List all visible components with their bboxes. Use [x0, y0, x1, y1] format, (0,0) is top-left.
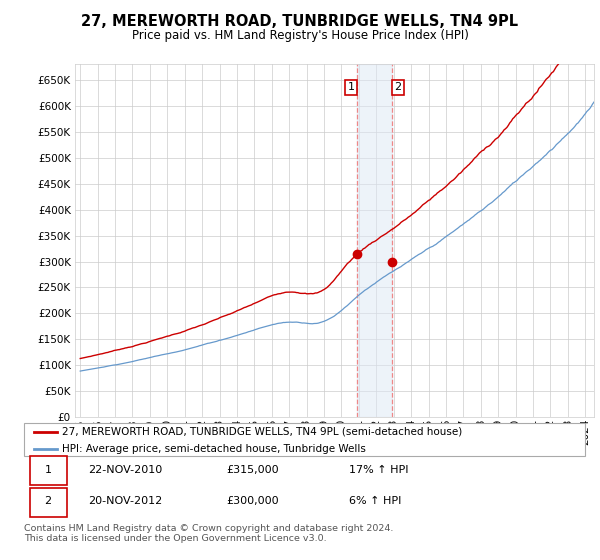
- Text: 27, MEREWORTH ROAD, TUNBRIDGE WELLS, TN4 9PL (semi-detached house): 27, MEREWORTH ROAD, TUNBRIDGE WELLS, TN4…: [62, 427, 463, 437]
- Text: £315,000: £315,000: [226, 465, 278, 474]
- Text: 1: 1: [347, 82, 355, 92]
- Text: 22-NOV-2010: 22-NOV-2010: [89, 465, 163, 474]
- Text: 2: 2: [395, 82, 401, 92]
- Text: 1: 1: [44, 465, 52, 474]
- Text: Price paid vs. HM Land Registry's House Price Index (HPI): Price paid vs. HM Land Registry's House …: [131, 29, 469, 42]
- Bar: [357, 64, 392, 417]
- Text: £300,000: £300,000: [226, 496, 278, 506]
- FancyBboxPatch shape: [30, 488, 67, 517]
- Text: 27, MEREWORTH ROAD, TUNBRIDGE WELLS, TN4 9PL: 27, MEREWORTH ROAD, TUNBRIDGE WELLS, TN4…: [82, 14, 518, 29]
- Text: Contains HM Land Registry data © Crown copyright and database right 2024.
This d: Contains HM Land Registry data © Crown c…: [24, 524, 394, 543]
- Text: 20-NOV-2012: 20-NOV-2012: [89, 496, 163, 506]
- Text: HPI: Average price, semi-detached house, Tunbridge Wells: HPI: Average price, semi-detached house,…: [62, 444, 366, 454]
- Text: 6% ↑ HPI: 6% ↑ HPI: [349, 496, 402, 506]
- FancyBboxPatch shape: [30, 456, 67, 485]
- Text: 2: 2: [44, 496, 52, 506]
- Text: 17% ↑ HPI: 17% ↑ HPI: [349, 465, 409, 474]
